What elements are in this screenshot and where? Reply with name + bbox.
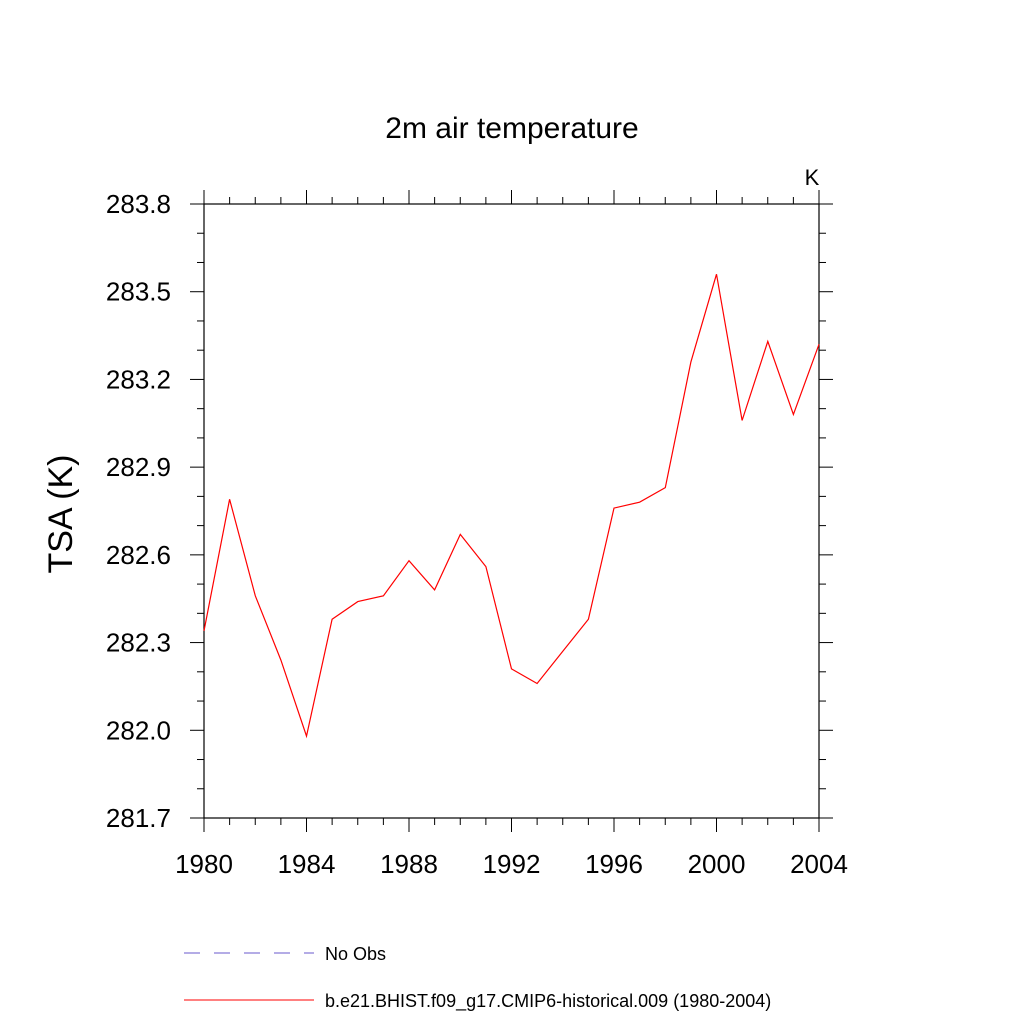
series-group xyxy=(203,274,820,739)
x-tick-label: 1980 xyxy=(175,849,233,879)
x-tick-label: 1988 xyxy=(380,849,438,879)
x-tick-label: 1996 xyxy=(585,849,643,879)
y-tick-label: 283.8 xyxy=(106,189,171,219)
chart-title: 2m air temperature xyxy=(385,112,638,145)
axis-ticks xyxy=(190,190,833,832)
legend: No Obs b.e21.BHIST.f09_g17.CMIP6-historic… xyxy=(184,944,771,1012)
plot-frame xyxy=(203,203,820,819)
y-tick-label: 283.2 xyxy=(106,364,171,394)
y-tick-label: 282.6 xyxy=(106,540,171,570)
x-tick-label: 2000 xyxy=(688,849,746,879)
x-tick-label: 1984 xyxy=(278,849,336,879)
axis-tick-labels: 1980 1984 1988 1992 1996 2000 2004 281.7 282.0 28… xyxy=(106,189,848,879)
legend-entry-label: b.e21.BHIST.f09_g17.CMIP6-historical.009… xyxy=(325,991,771,1012)
series-line xyxy=(203,274,820,739)
x-tick-label: 2004 xyxy=(790,849,848,879)
y-tick-label: 281.7 xyxy=(106,803,171,833)
y-tick-label: 282.3 xyxy=(106,628,171,658)
legend-entry-label: No Obs xyxy=(325,944,386,964)
y-tick-label: 283.5 xyxy=(106,277,171,307)
y-tick-label: 282.0 xyxy=(106,715,171,745)
x-tick-label: 1992 xyxy=(483,849,541,879)
y-axis-label: TSA (K) xyxy=(42,454,80,573)
units-label: K xyxy=(805,165,820,190)
y-tick-label: 282.9 xyxy=(106,452,171,482)
